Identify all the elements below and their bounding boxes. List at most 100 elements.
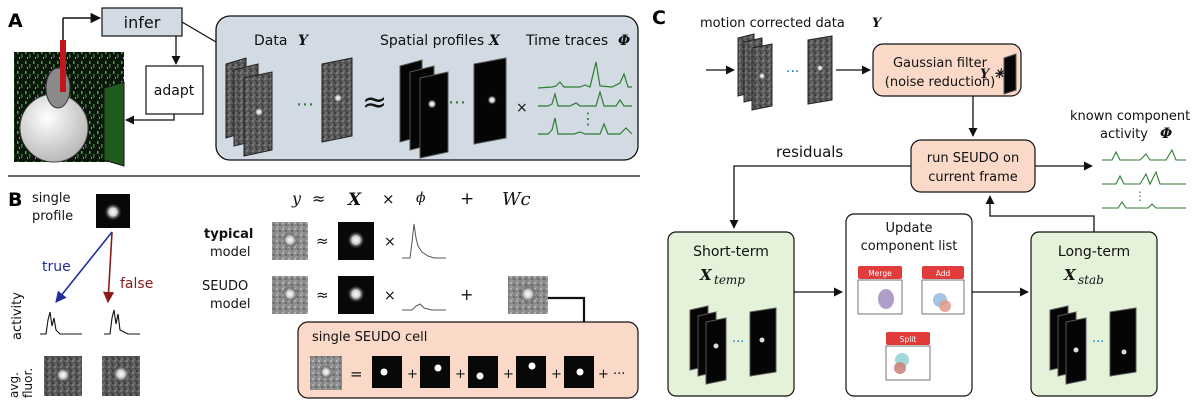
residuals-arrow — [729, 165, 911, 229]
long-term-frames — [1049, 305, 1137, 385]
single-profile-line2: profile — [32, 209, 73, 224]
add-button[interactable] — [922, 266, 964, 279]
seudo-equals: = — [350, 365, 363, 383]
kernel-plus-4: + — [551, 367, 562, 382]
long-symbol: X — [1063, 266, 1077, 284]
eq-phi: ϕ — [416, 190, 426, 206]
panel-c: C motion corrected data Y ··· Gaussian f… — [652, 7, 1190, 397]
split-label: Split — [900, 335, 917, 344]
motion-frames — [737, 33, 833, 111]
false-arrow — [102, 231, 115, 304]
update-box — [845, 213, 973, 397]
seudo-cell-blob — [319, 365, 333, 379]
seudo-data-blob — [282, 286, 298, 302]
arrow-adapt-vr — [125, 114, 175, 125]
short-label: Short-term — [693, 244, 769, 260]
typical-data-blob — [282, 232, 298, 248]
known-activity-traces — [1102, 148, 1186, 209]
data-frames-stack — [225, 57, 353, 157]
typical-times: × — [384, 234, 396, 250]
run-line1: run SEUDO on — [927, 151, 1020, 166]
time-traces — [537, 61, 633, 135]
adapt-label: adapt — [154, 83, 195, 99]
false-activity-trace — [104, 309, 140, 335]
short-subscript: temp — [714, 273, 745, 287]
merge-button[interactable] — [858, 266, 902, 279]
seudo-callout-line — [548, 296, 586, 322]
gaussian-kernels — [372, 356, 594, 388]
known-line1: known component — [1070, 109, 1190, 124]
typical-trace — [402, 223, 446, 259]
short-term-frames — [689, 305, 777, 385]
seudo-cell-label: single SEUDO cell — [312, 330, 427, 345]
false-avg-blob — [112, 365, 130, 383]
update-line1: Update — [885, 221, 932, 236]
infer-label: infer — [124, 13, 161, 32]
activity-label: activity — [10, 292, 25, 340]
typical-approx: ≈ — [316, 232, 329, 250]
typical-profile-blob — [347, 231, 365, 249]
typical-line2: model — [210, 245, 250, 260]
update-line2: component list — [861, 239, 958, 254]
motion-dots: ··· — [786, 64, 799, 80]
known-dots: ⋮ — [1134, 189, 1146, 203]
kernel-ellipsis: + ··· — [598, 367, 625, 382]
spatial-symbol: X — [488, 33, 501, 49]
data-symbol: Y — [298, 33, 310, 49]
times-sign: × — [516, 100, 528, 116]
laser-beam — [60, 40, 66, 92]
panel-c-label: C — [652, 7, 666, 29]
kernel-plus-1: + — [407, 367, 418, 382]
false-label: false — [120, 276, 153, 292]
data-dots: ⋯ — [296, 94, 314, 115]
panel-b-label: B — [8, 189, 22, 211]
short-symbol: X — [699, 266, 713, 284]
long-label: Long-term — [1058, 244, 1130, 260]
true-avg-blob — [55, 367, 71, 383]
eq-wc: Wc — [502, 189, 531, 210]
seudo-line1: SEUDO — [202, 279, 248, 294]
single-profile-line1: single — [32, 191, 71, 206]
split-button[interactable] — [886, 332, 930, 345]
residuals-label: residuals — [776, 143, 843, 161]
panel-a-label: A — [8, 10, 23, 32]
gauss-kernel-image — [1003, 53, 1017, 95]
seudo-trace — [402, 303, 446, 311]
gaussian-filter-box — [872, 43, 1022, 97]
callout-line-top — [181, 21, 217, 43]
data-label: Data — [254, 33, 287, 49]
motion-symbol: Y — [872, 16, 883, 31]
true-activity-trace — [40, 311, 82, 335]
gauss-line1: Gaussian filter — [893, 56, 988, 71]
spatial-frames-stack — [399, 57, 507, 159]
time-symbol: Φ — [618, 33, 630, 49]
traces-dots: ⋮ — [580, 109, 596, 128]
avg-fluor-line1: avg. — [7, 372, 21, 398]
seudo-plus: + — [460, 285, 473, 304]
time-label: Time traces — [525, 33, 608, 49]
eq-plus: + — [460, 189, 474, 209]
typical-line1: typical — [204, 227, 253, 242]
short-dots: ··· — [732, 335, 744, 350]
vr-arena-illustration — [14, 12, 125, 167]
approx-sign: ≈ — [362, 85, 387, 120]
seudo-profile-blob — [347, 285, 365, 303]
merge-label: Merge — [868, 269, 892, 278]
kernel-plus-3: + — [503, 367, 514, 382]
eq-approx: ≈ — [312, 189, 325, 208]
eq-x: X — [347, 190, 362, 210]
true-arrow — [55, 231, 113, 303]
add-label: Add — [936, 269, 951, 278]
avg-fluor-line2: fluor. — [21, 368, 35, 398]
seudo-line2: model — [210, 297, 250, 312]
panel-a: A infer adapt Data Y Spatial profiles X … — [8, 7, 639, 167]
seudo-residual-blob — [519, 285, 537, 303]
long-subscript: stab — [1078, 273, 1104, 287]
spatial-dots: ⋯ — [448, 92, 466, 113]
profile-blob — [104, 203, 122, 221]
vr-screen-side — [103, 81, 125, 167]
eq-y: y — [291, 189, 302, 208]
spatial-label: Spatial profiles — [380, 33, 484, 49]
infer-box — [101, 7, 183, 37]
